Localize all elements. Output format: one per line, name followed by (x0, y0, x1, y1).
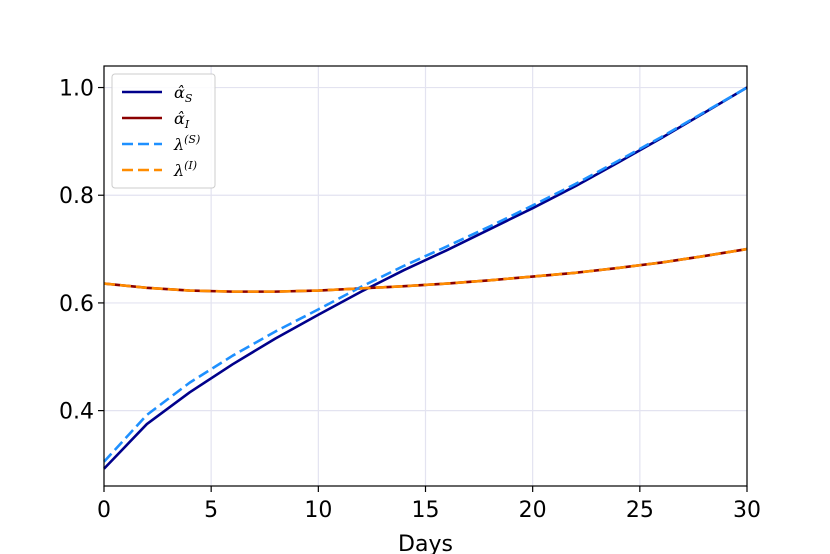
x-tick-label: 0 (97, 498, 111, 523)
legend: α̂S α̂I λ(S) λ(I) (111, 73, 216, 189)
x-tick-label: 15 (412, 498, 440, 523)
x-tick-label: 20 (519, 498, 547, 523)
y-tick-label: 0.4 (59, 400, 94, 425)
x-axis-label: Days (398, 532, 453, 554)
y-tick-label: 0.6 (59, 292, 94, 317)
y-tick-label: 1.0 (59, 77, 94, 102)
x-axis: 0 5 10 15 20 25 30 (97, 486, 761, 523)
y-axis: 0.4 0.6 0.8 1.0 (59, 77, 104, 425)
x-tick-label: 5 (204, 498, 218, 523)
legend-label: α̂I (174, 109, 190, 131)
legend-label: λ(S) (173, 133, 200, 154)
y-tick-label: 0.8 (59, 184, 94, 209)
series-line-3 (103, 86, 748, 463)
series-line-4 (103, 247, 748, 293)
x-tick-label: 30 (733, 498, 761, 523)
series-layer (103, 86, 748, 470)
legend-box (111, 73, 216, 189)
x-tick-label: 10 (304, 498, 332, 523)
legend-label: α̂S (174, 83, 193, 105)
legend-label: λ(I) (173, 159, 197, 180)
x-tick-label: 25 (626, 498, 654, 523)
